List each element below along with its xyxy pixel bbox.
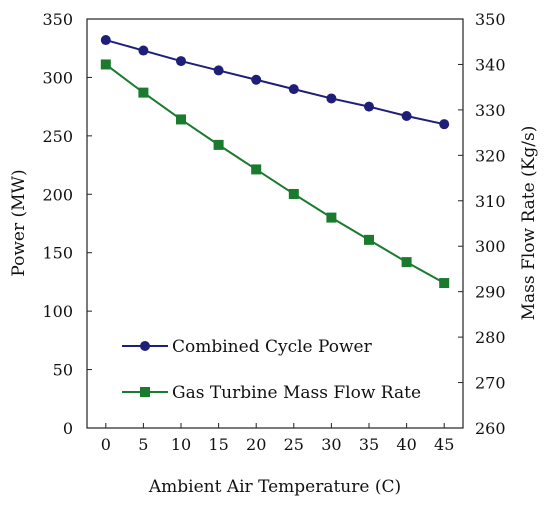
x-tick-label: 10	[171, 435, 191, 454]
data-point-combined-cycle-power	[326, 93, 337, 104]
series-layer	[100, 35, 450, 289]
data-point-gas-turbine-mass-flow-rate	[288, 188, 299, 199]
data-point-combined-cycle-power	[364, 101, 374, 112]
y-right-tick-label: 330	[475, 101, 506, 120]
data-point-combined-cycle-power	[288, 84, 299, 95]
y-left-tick-label: 200	[42, 185, 73, 204]
x-tick-label: 35	[359, 435, 379, 454]
y-right-tick-label: 280	[475, 328, 506, 347]
series-line-combined-cycle-power	[105, 39, 445, 126]
plot-frame	[86, 18, 464, 429]
tick-layer: 0 5 10 15 20 25 30 35 40 45 0 50 100 150 200 250 300 350 2…	[42, 10, 505, 454]
y-left-tick-label: 100	[42, 302, 73, 321]
y-left-tick-label: 300	[42, 68, 73, 87]
data-point-gas-turbine-mass-flow-rate	[251, 164, 262, 175]
y-right-tick-label: 300	[475, 237, 506, 256]
x-axis-title: Ambient Air Temperature (C)	[148, 477, 401, 497]
y-left-tick-label: 150	[42, 244, 73, 263]
x-tick-label: 5	[138, 435, 148, 454]
x-tick-label: 40	[396, 435, 416, 454]
y-axis-left-title: Power (MW)	[9, 169, 29, 276]
legend-marker-gas-turbine-mass-flow-rate	[140, 387, 150, 397]
y-right-tick-label: 340	[475, 55, 506, 74]
data-point-combined-cycle-power	[439, 119, 450, 130]
x-tick-label: 45	[434, 435, 454, 454]
y-right-tick-label: 270	[475, 374, 506, 393]
data-point-gas-turbine-mass-flow-rate	[401, 257, 412, 268]
legend-item-gas-turbine-mass-flow-rate: Gas Turbine Mass Flow Rate	[122, 383, 421, 403]
y-right-tick-label: 260	[475, 419, 506, 438]
series-line-gas-turbine-mass-flow-rate	[105, 63, 445, 284]
y-left-tick-label: 250	[42, 127, 73, 146]
legend-marker-combined-cycle-power	[140, 341, 150, 351]
y-left-tick-label: 50	[53, 361, 73, 380]
data-point-gas-turbine-mass-flow-rate	[138, 87, 149, 98]
y-right-tick-label: 350	[475, 10, 506, 29]
legend-item-combined-cycle-power: Combined Cycle Power	[122, 337, 373, 357]
x-tick-label: 0	[101, 435, 111, 454]
legend-label-combined-cycle-power: Combined Cycle Power	[172, 337, 373, 357]
data-point-combined-cycle-power	[138, 45, 149, 56]
x-tick-label: 15	[208, 435, 228, 454]
x-tick-label: 30	[321, 435, 341, 454]
data-point-combined-cycle-power	[251, 74, 262, 85]
data-point-gas-turbine-mass-flow-rate	[213, 139, 224, 150]
y-axis-right-title: Mass Flow Rate (Kg/s)	[519, 126, 539, 321]
x-tick-label: 20	[246, 435, 266, 454]
y-left-tick-label: 0	[63, 419, 73, 438]
data-point-combined-cycle-power	[401, 110, 412, 121]
data-point-gas-turbine-mass-flow-rate	[439, 278, 450, 289]
y-right-tick-label: 310	[475, 192, 506, 211]
data-point-gas-turbine-mass-flow-rate	[100, 59, 111, 70]
data-point-combined-cycle-power	[176, 56, 186, 67]
legend: Combined Cycle Power Gas Turbine Mass Fl…	[122, 337, 421, 403]
data-point-gas-turbine-mass-flow-rate	[364, 234, 374, 245]
data-point-gas-turbine-mass-flow-rate	[176, 114, 186, 125]
legend-label-gas-turbine-mass-flow-rate: Gas Turbine Mass Flow Rate	[172, 383, 421, 403]
x-tick-label: 25	[284, 435, 304, 454]
data-point-combined-cycle-power	[213, 65, 224, 76]
data-point-gas-turbine-mass-flow-rate	[326, 212, 337, 223]
y-right-tick-label: 320	[475, 146, 506, 165]
data-point-combined-cycle-power	[100, 35, 111, 46]
y-right-tick-label: 290	[475, 283, 506, 302]
y-left-tick-label: 350	[42, 10, 73, 29]
